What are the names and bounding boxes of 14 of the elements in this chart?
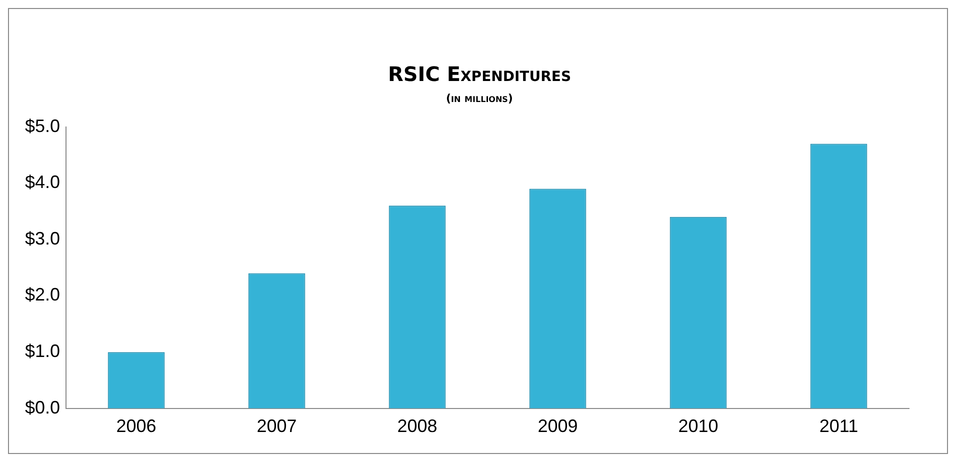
y-tick-label: $1.0 bbox=[24, 341, 60, 362]
chart-subtitle: (in millions) bbox=[445, 92, 514, 105]
y-tick-label: $5.0 bbox=[24, 116, 60, 136]
x-tick-label: 2009 bbox=[538, 416, 578, 436]
x-tick-label: 2007 bbox=[256, 416, 297, 436]
x-tick-label: 2011 bbox=[819, 416, 858, 436]
x-tick-label: 2008 bbox=[397, 416, 438, 436]
y-tick-label: $0.0 bbox=[24, 397, 60, 418]
y-tick-label: $2.0 bbox=[24, 284, 60, 305]
y-tick-label: $3.0 bbox=[24, 228, 60, 248]
x-tick-label: 2010 bbox=[678, 416, 718, 436]
x-tick-label: 2006 bbox=[116, 416, 156, 436]
y-tick-label: $4.0 bbox=[24, 172, 60, 192]
chart-title: RSIC Expenditures bbox=[386, 62, 572, 86]
